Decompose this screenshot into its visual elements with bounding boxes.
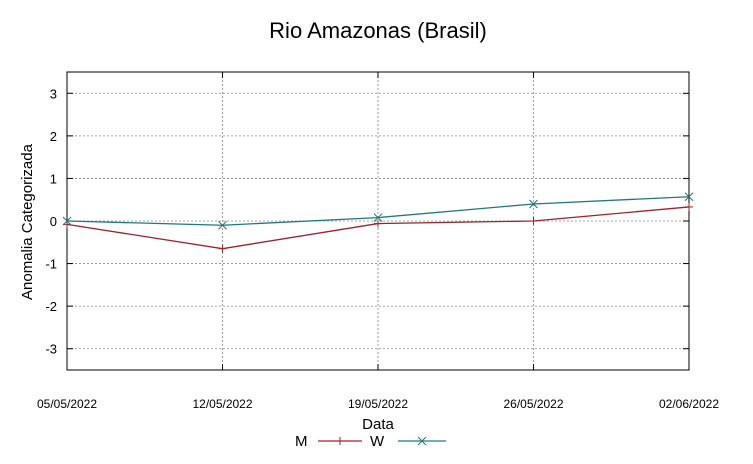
y-tick-label: -2 (45, 299, 57, 314)
x-axis-label: Data (362, 416, 394, 433)
y-tick-label: 2 (50, 129, 57, 144)
y-tick-label: 1 (50, 171, 57, 186)
chart-title: Rio Amazonas (Brasil) (269, 18, 487, 43)
data-point-w (373, 213, 383, 222)
data-point-m (685, 202, 693, 211)
data-point-w (529, 199, 538, 209)
y-tick-label: 3 (50, 86, 57, 101)
x-tick-label: 02/06/2022 (659, 397, 719, 411)
y-tick-label: 0 (50, 214, 57, 229)
data-point-w (62, 216, 72, 226)
axis-ticks: 3 2 1 0 -1 -2 -3 05/05/2022 12/05/2022 19/05/2022… (37, 72, 719, 411)
data-point-m (218, 244, 227, 253)
y-axis-label: Anomalia Categorizada (19, 143, 36, 300)
data-point-m (529, 217, 538, 225)
legend-label-m: M (295, 433, 308, 450)
data-point-m (374, 219, 382, 228)
legend-marker-m (336, 437, 344, 445)
data-point-w (218, 220, 227, 230)
x-tick-label: 12/05/2022 (192, 397, 252, 411)
x-tick-label: 19/05/2022 (348, 397, 408, 411)
x-tick-label: 05/05/2022 (37, 397, 97, 411)
x-tick-label: 26/05/2022 (503, 397, 563, 411)
legend-marker-w (417, 436, 427, 446)
y-tick-label: -3 (45, 342, 57, 357)
legend-label-w: W (370, 433, 385, 450)
data-point-w (684, 192, 694, 202)
y-tick-label: -1 (45, 257, 57, 272)
series-layer (62, 192, 694, 253)
data-point-m (63, 220, 71, 229)
